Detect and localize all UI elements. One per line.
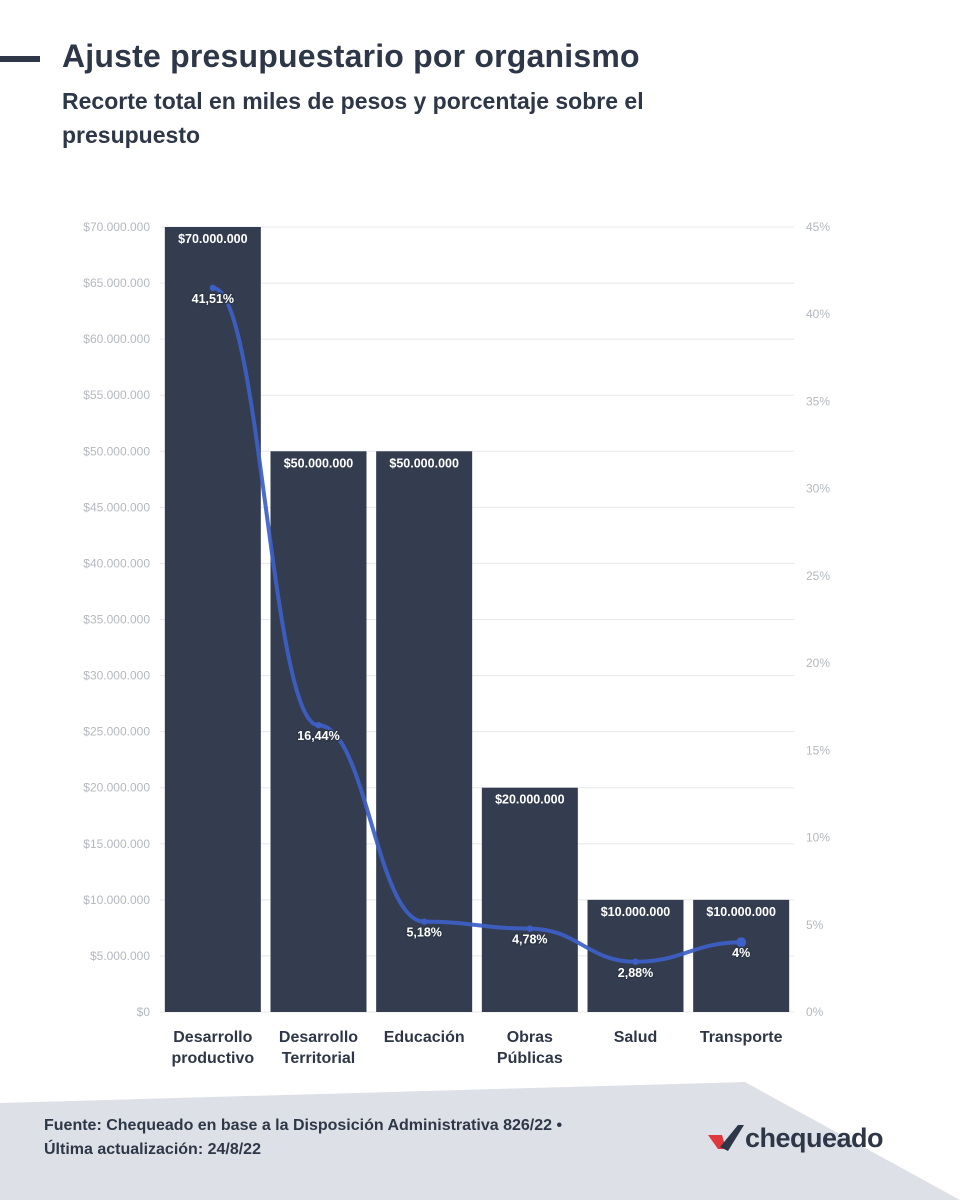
line-point (209, 284, 217, 292)
y-left-tick-label: $55.000.000 (83, 388, 150, 402)
check-mark-icon (708, 1125, 744, 1151)
percentage-line (210, 285, 744, 964)
x-category-label: Obras (507, 1029, 553, 1046)
y-left-tick-label: $65.000.000 (83, 276, 150, 290)
y-left-tick-label: $45.000.000 (83, 500, 150, 514)
x-category-label: Salud (614, 1029, 658, 1046)
y-right-tick-label: 20% (806, 656, 830, 670)
y-left-tick-label: $5.000.000 (90, 949, 150, 963)
bar-value-label: $50.000.000 (389, 456, 459, 470)
x-category-label: productivo (171, 1050, 254, 1067)
line-point (526, 925, 534, 932)
y-right-tick-label: 45% (806, 220, 830, 234)
bar-value-label: $20.000.000 (495, 793, 565, 807)
y-left-tick-label: $15.000.000 (83, 837, 150, 851)
y-left-tick-label: $35.000.000 (83, 613, 150, 627)
title-accent-bar (0, 56, 40, 62)
x-category-label: Territorial (282, 1050, 356, 1067)
line-point (315, 722, 322, 729)
bar (270, 451, 367, 1012)
y-left-tick-label: $10.000.000 (83, 893, 150, 907)
chequeado-logo[interactable]: chequeado (708, 1120, 884, 1156)
line-point (736, 937, 747, 948)
bar-value-label: $10.000.000 (706, 905, 776, 919)
chart-title: Ajuste presupuestario por organismo (62, 38, 640, 74)
y-right-tick-label: 10% (806, 831, 830, 845)
line-value-label: 16,44% (297, 729, 339, 743)
x-category-label: Públicas (497, 1050, 563, 1067)
y-right-tick-label: 5% (806, 918, 824, 932)
line-value-label: 41,51% (192, 292, 234, 306)
y-right-tick-label: 30% (806, 482, 830, 496)
line-point (420, 918, 428, 925)
y-left-tick-label: $20.000.000 (83, 781, 150, 795)
source-note: Fuente: Chequeado en base a la Disposici… (44, 1117, 563, 1158)
logo-text: chequeado (745, 1122, 884, 1153)
y-left-tick-label: $0 (137, 1005, 151, 1019)
bar-value-label: $70.000.000 (178, 232, 248, 246)
y-left-tick-label: $50.000.000 (83, 444, 150, 458)
x-category-label: Desarrollo (173, 1029, 252, 1046)
x-category-label: Desarrollo (279, 1029, 358, 1046)
y-right-tick-label: 15% (806, 743, 830, 757)
line-value-label: 5,18% (406, 926, 441, 940)
bar (481, 787, 578, 1012)
budget-cut-chart: $0 $5.000.000 $10.000.000 $15.000.000 $20.00… (83, 220, 830, 1067)
line-value-label: 2,88% (618, 966, 653, 980)
y-left-tick-label: $40.000.000 (83, 556, 150, 570)
line-value-label: 4,78% (512, 933, 547, 947)
y-left-tick-label: $70.000.000 (83, 220, 150, 234)
y-left-tick-label: $60.000.000 (83, 332, 150, 346)
bar-value-label: $50.000.000 (284, 456, 354, 470)
y-right-tick-label: 40% (806, 307, 830, 321)
x-category-label: Transporte (700, 1029, 783, 1046)
line-value-label: 4% (732, 946, 750, 960)
y-left-tick-label: $25.000.000 (83, 725, 150, 739)
bar-value-label: $10.000.000 (601, 905, 671, 919)
y-right-tick-label: 0% (806, 1005, 824, 1019)
bar (693, 899, 790, 1012)
line-point (632, 958, 639, 965)
y-right-tick-label: 35% (806, 394, 830, 408)
chart-subtitle: Recorte total en miles de pesos y porcen… (62, 88, 644, 148)
y-left-tick-label: $30.000.000 (83, 669, 150, 683)
x-category-label: Educación (384, 1029, 465, 1046)
y-right-tick-label: 25% (806, 569, 830, 583)
